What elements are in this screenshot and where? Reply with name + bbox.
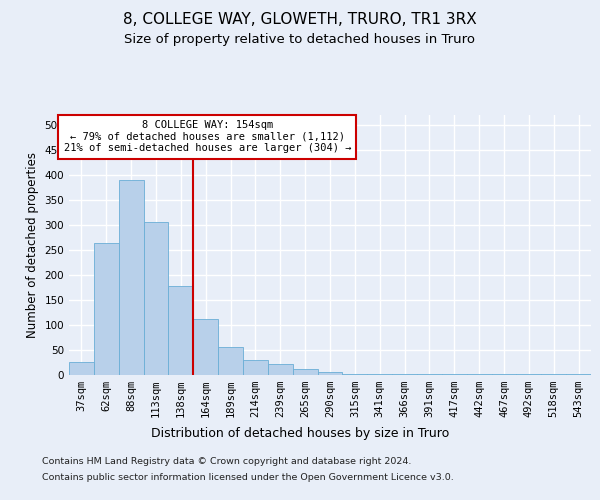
Bar xyxy=(293,368,317,375)
Bar xyxy=(392,374,417,375)
Bar xyxy=(169,286,193,375)
Bar xyxy=(193,318,218,375)
Bar xyxy=(491,374,517,375)
Bar xyxy=(119,180,143,375)
Bar xyxy=(243,360,268,375)
Bar xyxy=(143,222,169,375)
Bar xyxy=(517,374,541,375)
Text: Distribution of detached houses by size in Truro: Distribution of detached houses by size … xyxy=(151,428,449,440)
Bar xyxy=(94,242,119,375)
Text: Contains HM Land Registry data © Crown copyright and database right 2024.: Contains HM Land Registry data © Crown c… xyxy=(42,458,412,466)
Bar xyxy=(442,374,467,375)
Y-axis label: Number of detached properties: Number of detached properties xyxy=(26,152,39,338)
Bar xyxy=(566,374,591,375)
Text: 8, COLLEGE WAY, GLOWETH, TRURO, TR1 3RX: 8, COLLEGE WAY, GLOWETH, TRURO, TR1 3RX xyxy=(123,12,477,28)
Text: Contains public sector information licensed under the Open Government Licence v3: Contains public sector information licen… xyxy=(42,472,454,482)
Text: Size of property relative to detached houses in Truro: Size of property relative to detached ho… xyxy=(125,32,476,46)
Bar xyxy=(69,362,94,375)
Bar xyxy=(541,374,566,375)
Bar xyxy=(417,374,442,375)
Bar xyxy=(317,372,343,375)
Bar xyxy=(367,374,392,375)
Bar xyxy=(467,374,491,375)
Bar xyxy=(268,364,293,375)
Bar xyxy=(343,374,367,375)
Bar xyxy=(218,346,243,375)
Text: 8 COLLEGE WAY: 154sqm
← 79% of detached houses are smaller (1,112)
21% of semi-d: 8 COLLEGE WAY: 154sqm ← 79% of detached … xyxy=(64,120,351,154)
